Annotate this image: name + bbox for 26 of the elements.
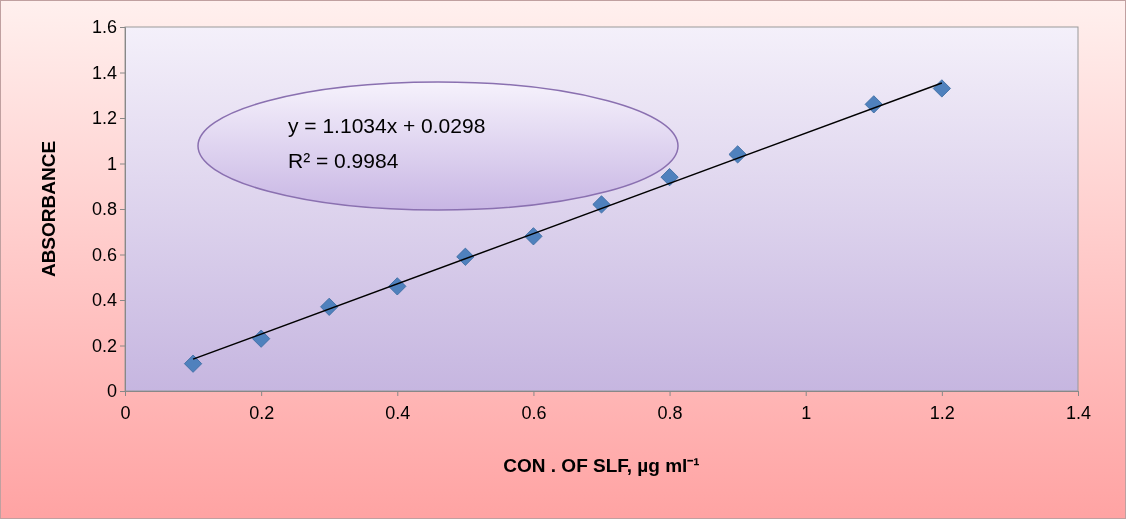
- x-tick-label: 1.2: [929, 402, 955, 423]
- x-tick-label: 1: [801, 402, 812, 423]
- x-tick-label: 0: [120, 402, 131, 423]
- point: [184, 354, 203, 373]
- annotation: R² = 0.9984: [288, 149, 399, 172]
- x-tick-label: 0.8: [657, 402, 683, 423]
- y-tick-label: 1: [106, 153, 117, 174]
- y-tick-label: 1.2: [91, 108, 117, 129]
- annotation: y = 1.1034x + 0.0298: [288, 114, 486, 137]
- y-tick-label: 0.4: [91, 290, 117, 311]
- x-tick-label: 0.2: [249, 402, 275, 423]
- y-tick-label: 1.6: [91, 17, 117, 38]
- point: [252, 329, 271, 348]
- y-tick-label: 0: [106, 381, 117, 402]
- point: [592, 195, 611, 214]
- y-tick-label: 0.6: [91, 244, 117, 265]
- x-axis-title: CON . OF SLF, µg ml⁻¹: [503, 455, 700, 476]
- y-tick-label: 1.4: [91, 62, 117, 83]
- y-tick-label: 0.2: [91, 335, 117, 356]
- x-tick-label: 0.4: [385, 402, 411, 423]
- point: [932, 79, 951, 98]
- y-axis-title: ABSORBANCE: [38, 140, 59, 278]
- x-tick-label: 0.6: [521, 402, 547, 423]
- x-tick-label: 1.4: [1065, 402, 1092, 423]
- y-tick-label: 0.8: [91, 199, 117, 220]
- point: [660, 168, 679, 187]
